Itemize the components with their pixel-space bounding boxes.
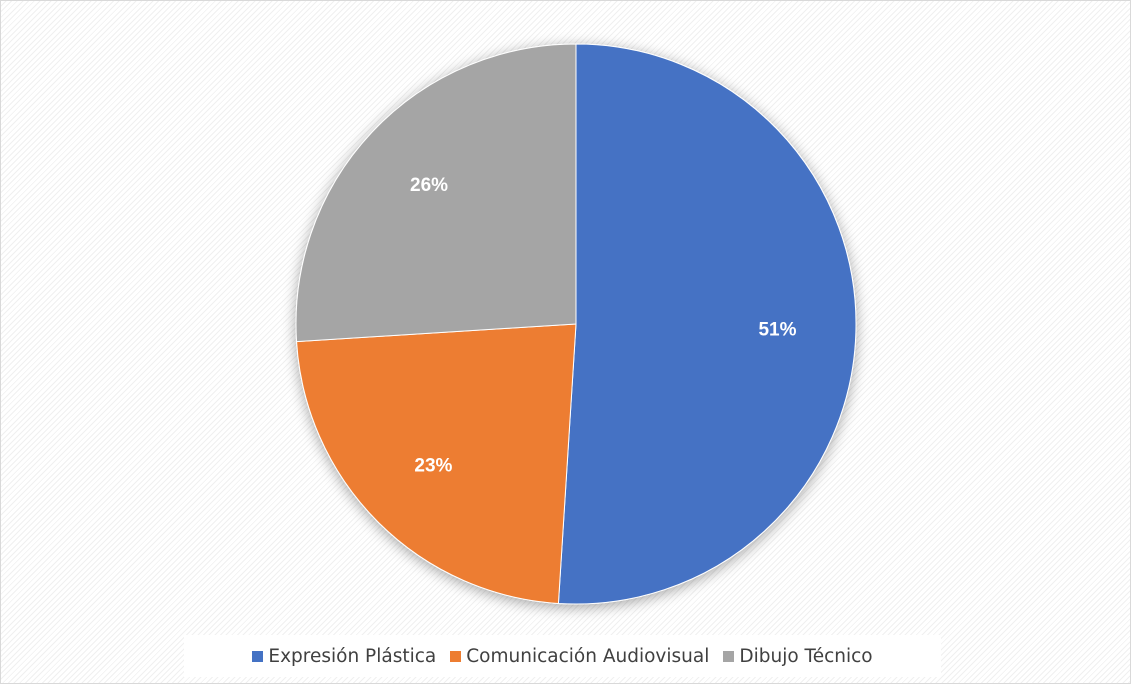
pie-slice-dibujo-tecnico — [295, 43, 577, 343]
legend-item-expresion-plastica: Expresión Plástica — [252, 646, 436, 667]
legend-label-dibujo-tecnico: Dibujo Técnico — [739, 645, 873, 667]
legend: Expresión Plástica Comunicación Audiovis… — [184, 635, 941, 677]
pie-slices — [295, 43, 857, 605]
pie-slice-expresion-plastica — [557, 43, 857, 605]
data-label-expresion-plastica: 51% — [758, 319, 796, 340]
legend-swatch-dibujo-tecnico — [723, 650, 735, 662]
legend-swatch-expresion-plastica — [252, 650, 264, 662]
legend-swatch-comunicacion-audiovisual — [450, 650, 462, 662]
legend-label-comunicacion-audiovisual: Comunicación Audiovisual — [466, 645, 710, 667]
data-label-comunicacion-audiovisual: 23% — [414, 456, 452, 477]
legend-item-comunicacion-audiovisual: Comunicación Audiovisual — [450, 646, 709, 667]
pie-slice-comunicacion-audiovisual — [296, 323, 577, 604]
data-label-dibujo-tecnico: 26% — [410, 175, 448, 196]
legend-item-dibujo-tecnico: Dibujo Técnico — [723, 645, 873, 667]
legend-label-expresion-plastica: Expresión Plástica — [268, 645, 437, 667]
